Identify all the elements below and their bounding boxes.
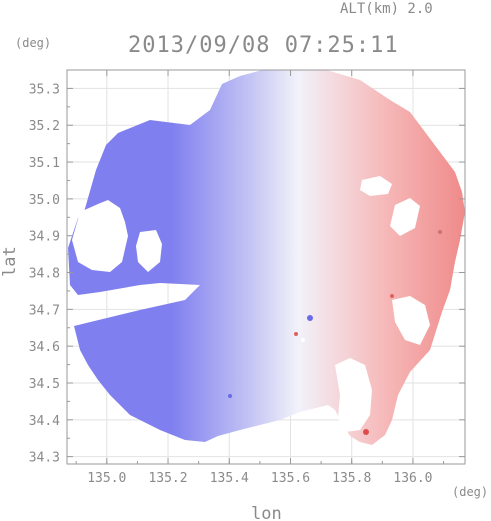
x-tick-label: 135.6 (271, 471, 310, 486)
y-unit-label: (deg) (15, 36, 51, 50)
gap-inlet (136, 230, 162, 272)
no-data-gaps (72, 176, 430, 432)
x-unit-label: (deg) (452, 485, 488, 499)
gap-east-lake (390, 198, 420, 236)
y-tick-label: 35.3 (29, 82, 60, 97)
y-tick-label: 34.5 (29, 377, 60, 392)
x-tick-label: 135.0 (87, 471, 126, 486)
y-tick-label: 34.4 (29, 414, 60, 429)
gap-south-bay (335, 358, 372, 432)
chart-title: 2013/09/08 07:25:11 (128, 33, 399, 58)
gap-southeast (392, 296, 430, 345)
plot-frame (66, 69, 466, 465)
y-tick-label: 34.3 (29, 451, 60, 466)
velocity-field (68, 70, 465, 445)
x-tick-label: 135.4 (210, 471, 249, 486)
y-axis-label: lat (0, 246, 20, 277)
y-tick-label: 35.1 (29, 156, 60, 171)
y-tick-label: 34.9 (29, 230, 60, 245)
x-tick-label: 136.0 (393, 471, 432, 486)
radar-field (68, 70, 465, 445)
x-axis: 135.0 135.2 135.4 135.6 135.8 136.0 (75, 70, 445, 486)
x-tick-label: 135.2 (148, 471, 187, 486)
y-tick-label: 34.8 (29, 267, 60, 282)
x-tick-label: 135.8 (332, 471, 371, 486)
y-axis: 34.3 34.4 34.5 34.6 34.7 34.8 34.9 35.0 35.1 35.2… (29, 82, 465, 466)
gap-northeast (360, 176, 392, 196)
altitude-label: ALT(km) 2.0 (340, 1, 433, 17)
y-tick-label: 34.7 (29, 303, 60, 318)
gap-west-basin (72, 200, 128, 272)
y-tick-label: 35.0 (29, 193, 60, 208)
y-tick-label: 35.2 (29, 119, 60, 134)
y-tick-label: 34.6 (29, 340, 60, 355)
x-axis-label: lon (251, 504, 282, 521)
data-speckles (228, 230, 442, 435)
